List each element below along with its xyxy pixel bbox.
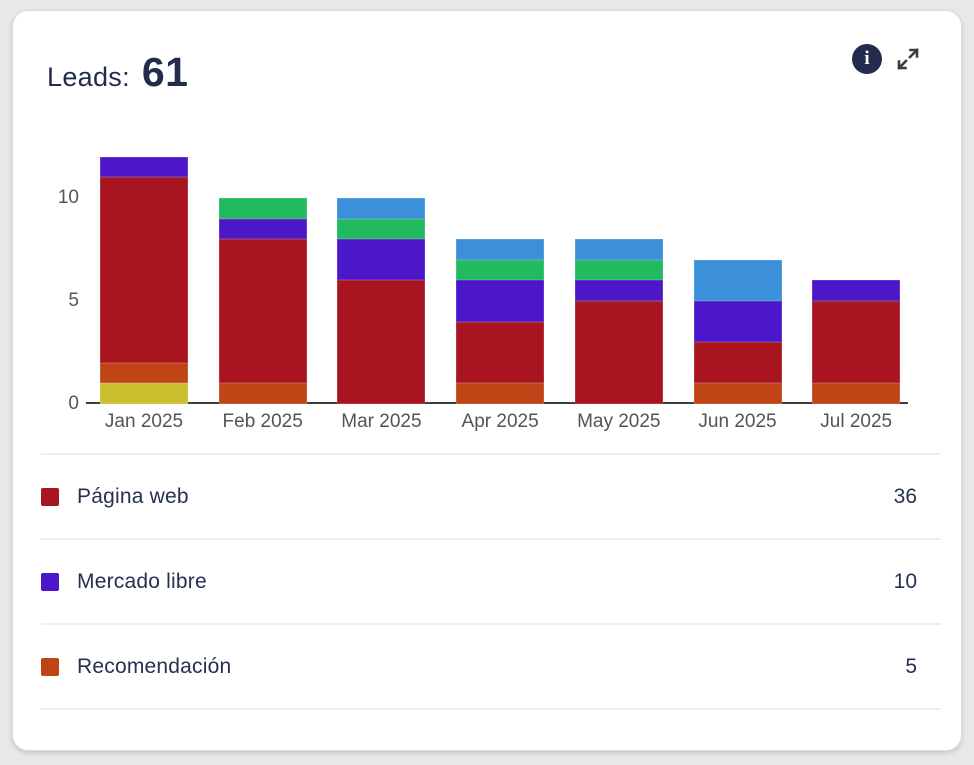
x-axis-category-label: Apr 2025 bbox=[461, 411, 539, 432]
bar-segment[interactable] bbox=[100, 177, 188, 363]
legend-value: 10 bbox=[893, 569, 917, 593]
info-icon[interactable]: i bbox=[852, 44, 882, 74]
bar-segment[interactable] bbox=[456, 280, 545, 322]
bar-segment[interactable] bbox=[574, 301, 663, 404]
bar-segment[interactable] bbox=[456, 321, 545, 384]
bar-segment[interactable] bbox=[100, 156, 188, 178]
info-circle-glyph: i bbox=[852, 44, 882, 74]
bar-segment[interactable] bbox=[574, 280, 663, 301]
bar-segment[interactable] bbox=[337, 198, 426, 219]
legend-label: Mercado libre bbox=[77, 569, 207, 593]
bar-segment[interactable] bbox=[218, 218, 307, 240]
bar-segment[interactable] bbox=[693, 383, 782, 404]
bar-segment[interactable] bbox=[812, 301, 901, 384]
page-title: Leads: 61 bbox=[47, 49, 188, 96]
bar-segment[interactable] bbox=[456, 239, 545, 260]
legend-row[interactable]: Mercado libre 10 bbox=[41, 540, 941, 625]
x-axis-category-label: Jul 2025 bbox=[820, 411, 893, 432]
leads-total-value: 61 bbox=[141, 49, 189, 95]
bar-segment[interactable] bbox=[218, 198, 307, 219]
bar-segment[interactable] bbox=[812, 383, 901, 404]
bar-segment[interactable] bbox=[218, 239, 307, 384]
bar-segment[interactable] bbox=[456, 383, 545, 404]
leads-bar-chart: 0 5 10 Jan 2025 Feb 2025 Mar 2025 Apr 2025 May … bbox=[13, 141, 961, 441]
x-axis-category-label: Feb 2025 bbox=[222, 411, 303, 432]
bar-segment[interactable] bbox=[574, 259, 663, 281]
legend-row[interactable]: Recomendación 5 bbox=[41, 625, 941, 710]
leads-card: Leads: 61 i 0 5 10 Jan 2025 Feb 2025 Mar 2025… bbox=[12, 10, 962, 751]
bar-segment[interactable] bbox=[693, 342, 782, 384]
legend-swatch bbox=[41, 657, 59, 676]
bar-segment[interactable] bbox=[337, 280, 426, 404]
bar-segment[interactable] bbox=[337, 239, 426, 281]
header-icons: i bbox=[852, 44, 923, 74]
bar-segment[interactable] bbox=[574, 239, 663, 260]
legend-value: 36 bbox=[893, 484, 917, 508]
y-axis-tick-label: 0 bbox=[68, 393, 79, 414]
x-axis-category-label: May 2025 bbox=[577, 411, 661, 432]
bar-segment[interactable] bbox=[693, 301, 782, 343]
bar-segment[interactable] bbox=[100, 383, 188, 404]
expand-icon[interactable] bbox=[893, 44, 923, 74]
legend-label: Recomendación bbox=[77, 654, 232, 678]
expand-arrows-glyph bbox=[897, 48, 919, 70]
bar-segment[interactable] bbox=[693, 259, 782, 301]
x-axis-category-label: Jan 2025 bbox=[104, 411, 184, 432]
bar-segment[interactable] bbox=[337, 218, 426, 240]
bar-segment[interactable] bbox=[218, 383, 307, 404]
legend-swatch bbox=[41, 572, 59, 591]
legend-swatch bbox=[41, 487, 59, 506]
legend-value: 5 bbox=[905, 654, 917, 678]
y-axis-tick-label: 10 bbox=[57, 187, 79, 208]
legend-row[interactable]: Página web 36 bbox=[41, 455, 941, 540]
legend: Página web 36 Mercado libre 10 Recomendación… bbox=[41, 453, 941, 710]
bar-segment[interactable] bbox=[812, 280, 901, 301]
bar-segment[interactable] bbox=[456, 259, 545, 281]
x-axis-category-label: Mar 2025 bbox=[341, 411, 422, 432]
x-axis-category-label: Jun 2025 bbox=[698, 411, 777, 432]
legend-label: Página web bbox=[77, 484, 189, 508]
title-label: Leads: bbox=[47, 62, 130, 92]
y-axis-tick-label: 5 bbox=[68, 290, 79, 311]
bar-segment[interactable] bbox=[100, 362, 188, 384]
